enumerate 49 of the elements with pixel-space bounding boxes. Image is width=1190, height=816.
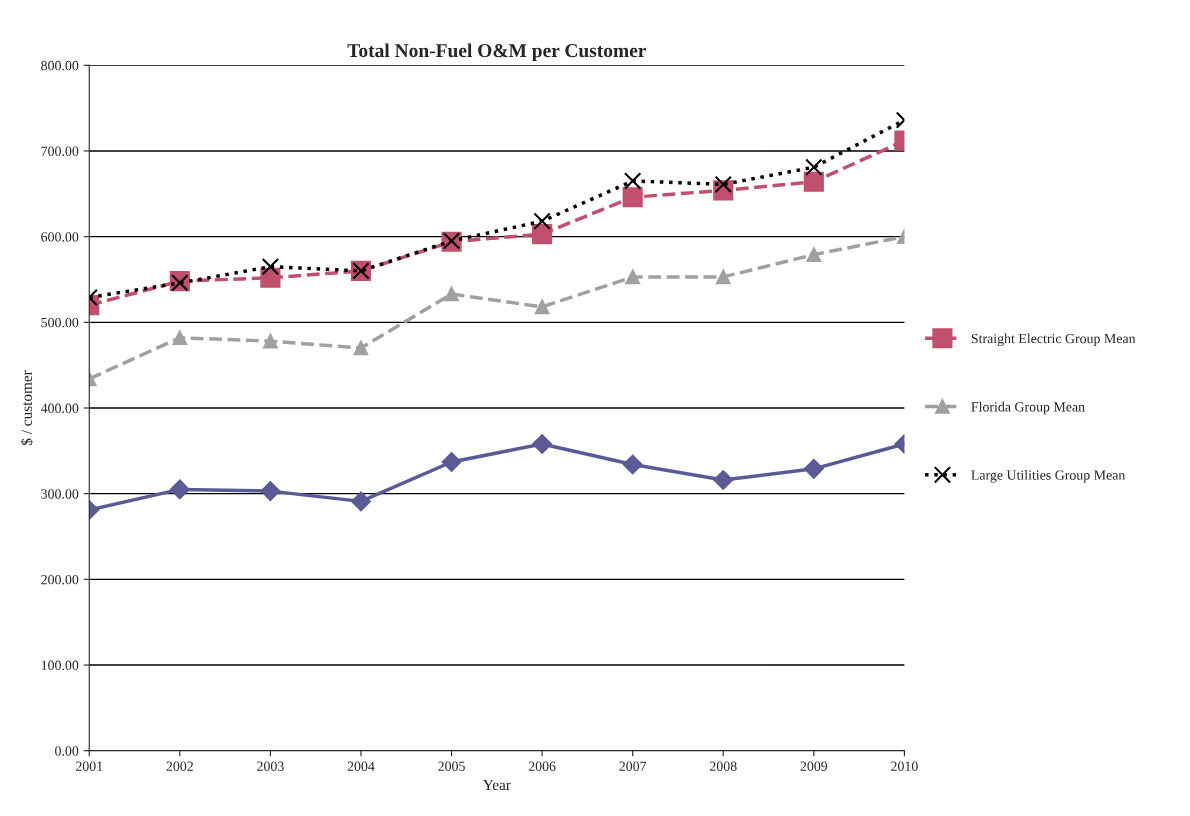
point xyxy=(624,172,642,190)
point xyxy=(353,340,369,356)
point xyxy=(444,286,459,302)
x-tick-label: 2004 xyxy=(347,761,375,771)
y-tick-label: 700.00 xyxy=(41,146,79,156)
point xyxy=(441,452,462,472)
x-tick-label: 2009 xyxy=(800,761,828,771)
x-tick-label: 2005 xyxy=(438,761,465,771)
y-tick-label: 0.00 xyxy=(55,746,79,756)
point xyxy=(534,299,550,315)
x-tick-label: 2001 xyxy=(75,761,103,771)
point xyxy=(533,212,551,230)
point xyxy=(715,269,731,285)
y-tick-label: 200.00 xyxy=(41,574,79,585)
point xyxy=(622,187,643,208)
point xyxy=(261,257,280,276)
point xyxy=(714,175,732,194)
point xyxy=(351,491,371,512)
x-tick-label: 2002 xyxy=(166,761,193,771)
point xyxy=(172,330,188,346)
y-axis-title: $ / customer xyxy=(20,370,33,446)
chart-title: Total Non-Fuel O&M per Customer xyxy=(347,43,647,62)
point xyxy=(260,481,281,501)
point xyxy=(263,333,278,349)
y-tick-label: 400.00 xyxy=(40,403,79,414)
x-tick-label: 2003 xyxy=(257,761,284,771)
point xyxy=(806,247,822,262)
point xyxy=(169,479,190,500)
point xyxy=(622,454,643,475)
point xyxy=(713,470,734,490)
y-tick-label: 600.00 xyxy=(41,232,79,242)
x-tick-label: 2008 xyxy=(709,761,737,771)
x-axis-title: Year xyxy=(482,779,511,791)
y-tick-label: 100.00 xyxy=(41,660,79,671)
x-tick-label: 2010 xyxy=(891,761,918,771)
legend-label: Straight Electric Group Mean xyxy=(971,333,1136,347)
y-tick-label: 300.00 xyxy=(41,489,79,499)
x-tick-label: 2006 xyxy=(528,761,556,771)
point xyxy=(532,224,553,245)
y-tick-label: 500.00 xyxy=(41,317,79,328)
point xyxy=(803,458,824,479)
point xyxy=(625,269,640,285)
legend-label: Florida Group Mean xyxy=(971,401,1085,415)
point xyxy=(532,434,552,454)
legend-label: Large Utilities Group Mean xyxy=(971,469,1126,483)
y-tick-label: 800.00 xyxy=(41,60,79,71)
x-tick-label: 2007 xyxy=(619,761,647,771)
point xyxy=(803,171,824,192)
point xyxy=(805,158,823,176)
